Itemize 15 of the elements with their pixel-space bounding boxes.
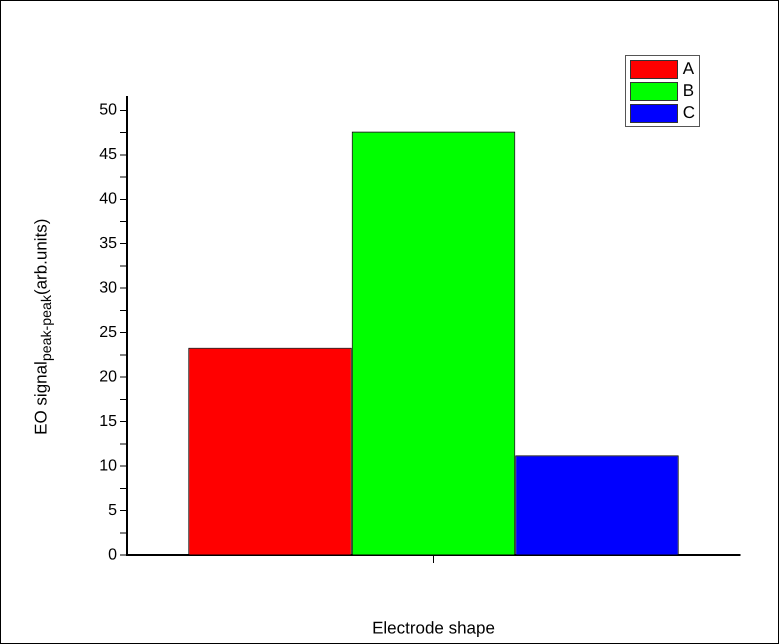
y-tick-label: 25: [99, 324, 118, 342]
legend-label: C: [682, 103, 695, 123]
x-axis-title: Electrode shape: [372, 618, 495, 638]
y-tick-label: 30: [99, 280, 118, 297]
y-tick-label: 50: [99, 102, 118, 119]
y-tick-label: 15: [99, 413, 118, 430]
y-tick-label: 40: [99, 190, 118, 208]
y-tick-label: 45: [99, 146, 118, 164]
y-tick-label: 5: [108, 502, 118, 519]
y-tick-label: 20: [99, 368, 118, 386]
legend-label: A: [682, 59, 694, 79]
y-tick-label: 35: [99, 235, 118, 252]
y-tick-label: 0: [108, 546, 118, 564]
legend-label: B: [682, 81, 694, 101]
y-tick-label: 10: [99, 457, 118, 474]
